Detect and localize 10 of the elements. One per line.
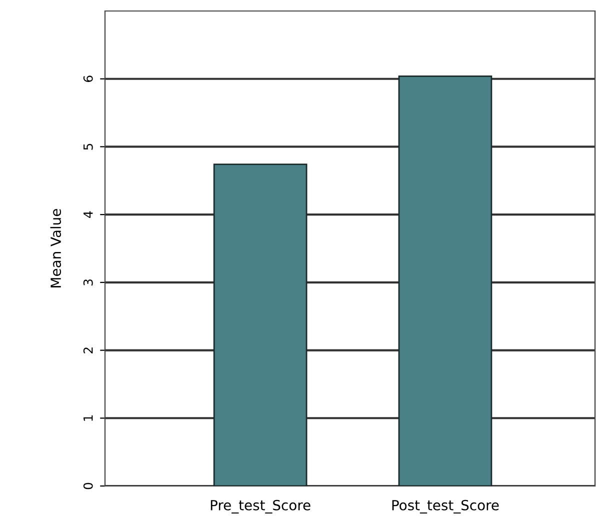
- y-tick-label: 3: [83, 279, 93, 286]
- y-tick-label: 0: [83, 482, 93, 490]
- y-tick-label: 6: [83, 76, 93, 82]
- y-tick-label: 1: [84, 415, 93, 421]
- y-tick-label: 5: [84, 144, 93, 150]
- y-tick-label: 2: [83, 348, 93, 354]
- x-tick-label: Pre_test_Score: [210, 500, 310, 514]
- y-axis-title: Mean Value: [50, 209, 62, 288]
- x-tick-label: Post_test_Score: [392, 500, 499, 514]
- y-tick-label: 4: [84, 211, 93, 218]
